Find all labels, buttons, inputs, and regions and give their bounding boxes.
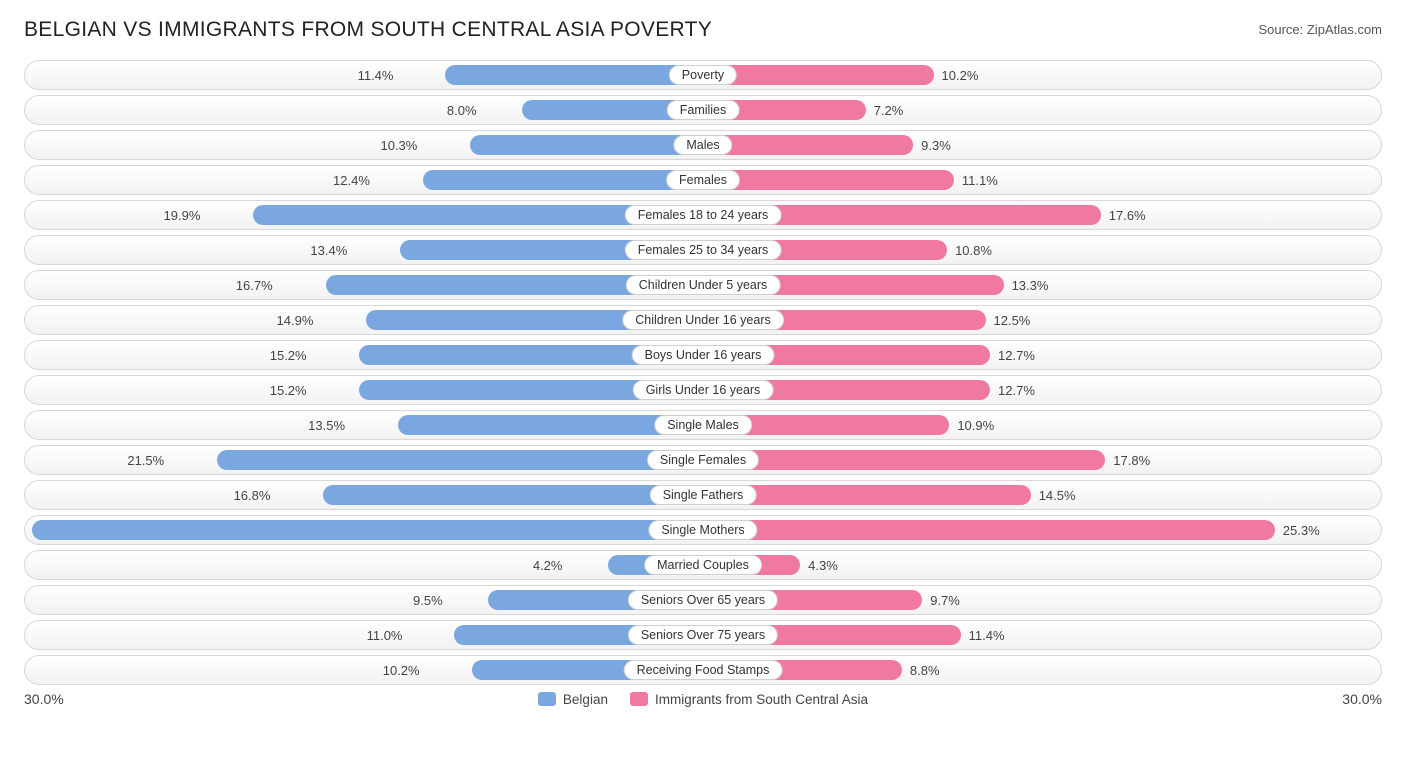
- axis-left-max: 30.0%: [24, 691, 64, 707]
- bar-right-value: 17.6%: [1101, 201, 1146, 229]
- category-label: Families: [667, 100, 740, 120]
- chart-row: 29.7%25.3%Single Mothers: [24, 515, 1382, 545]
- bar-right-value: 12.7%: [990, 341, 1035, 369]
- category-label: Boys Under 16 years: [632, 345, 775, 365]
- axis-right-max: 30.0%: [1342, 691, 1382, 707]
- category-label: Females 18 to 24 years: [625, 205, 782, 225]
- bar-right-value: 9.7%: [922, 586, 960, 614]
- chart-row: 10.3% 9.3% Males: [24, 130, 1382, 160]
- legend-item-left: Belgian: [538, 692, 608, 707]
- bar-left-value: 10.2%: [383, 656, 428, 684]
- category-label: Females 25 to 34 years: [625, 240, 782, 260]
- bar-right-value: 10.9%: [949, 411, 994, 439]
- bar-left-value: 16.7%: [236, 271, 281, 299]
- bar-left-value: 16.8%: [234, 481, 279, 509]
- chart-row: 4.2% 4.3% Married Couples: [24, 550, 1382, 580]
- bar-left: [445, 65, 703, 85]
- bar-left: [32, 520, 703, 540]
- chart-row: 9.5% 9.7% Seniors Over 65 years: [24, 585, 1382, 615]
- bar-left-value: 15.2%: [270, 341, 315, 369]
- bar-left-value: 13.5%: [308, 411, 353, 439]
- category-label: Females: [666, 170, 740, 190]
- chart-row: 15.2% 12.7% Girls Under 16 years: [24, 375, 1382, 405]
- bar-left-value: 14.9%: [277, 306, 322, 334]
- chart-row: 16.8% 14.5% Single Fathers: [24, 480, 1382, 510]
- category-label: Seniors Over 75 years: [628, 625, 778, 645]
- chart-row: 15.2% 12.7% Boys Under 16 years: [24, 340, 1382, 370]
- bar-right: [703, 65, 934, 85]
- legend-label-right: Immigrants from South Central Asia: [655, 692, 868, 707]
- bar-left-value: 9.5%: [413, 586, 451, 614]
- diverging-bar-chart: 11.4% 10.2% Poverty 8.0% 7.2% Families 10.3% 9.…: [24, 60, 1382, 685]
- chart-row: 14.9% 12.5% Children Under 16 years: [24, 305, 1382, 335]
- category-label: Single Males: [654, 415, 752, 435]
- chart-row: 13.4% 10.8% Females 25 to 34 years: [24, 235, 1382, 265]
- bar-left-value: 10.3%: [380, 131, 425, 159]
- category-label: Children Under 16 years: [622, 310, 784, 330]
- bar-left-value: 19.9%: [164, 201, 209, 229]
- bar-left-value: 4.2%: [533, 551, 571, 579]
- category-label: Seniors Over 65 years: [628, 590, 778, 610]
- legend-swatch-left: [538, 692, 556, 706]
- bar-left-value: 12.4%: [333, 166, 378, 194]
- chart-row: 11.0% 11.4% Seniors Over 75 years: [24, 620, 1382, 650]
- chart-row: 11.4% 10.2% Poverty: [24, 60, 1382, 90]
- bar-left-value: 21.5%: [127, 446, 172, 474]
- category-label: Poverty: [669, 65, 737, 85]
- chart-row: 10.2% 8.8% Receiving Food Stamps: [24, 655, 1382, 685]
- bar-right: [703, 450, 1105, 470]
- legend-label-left: Belgian: [563, 692, 608, 707]
- bar-right-value: 11.1%: [954, 166, 998, 194]
- chart-row: 21.5% 17.8% Single Females: [24, 445, 1382, 475]
- legend: Belgian Immigrants from South Central As…: [538, 692, 868, 707]
- category-label: Males: [673, 135, 732, 155]
- bar-right-value: 9.3%: [913, 131, 951, 159]
- chart-row: 8.0% 7.2% Families: [24, 95, 1382, 125]
- bar-right-value: 13.3%: [1004, 271, 1049, 299]
- bar-left: [217, 450, 703, 470]
- bar-right-value: 25.3%: [1275, 516, 1320, 544]
- category-label: Girls Under 16 years: [633, 380, 774, 400]
- bar-right-value: 4.3%: [800, 551, 838, 579]
- bar-right-value: 10.2%: [934, 61, 979, 89]
- chart-row: 19.9% 17.6% Females 18 to 24 years: [24, 200, 1382, 230]
- source-attribution: Source: ZipAtlas.com: [1258, 22, 1382, 37]
- legend-item-right: Immigrants from South Central Asia: [630, 692, 868, 707]
- chart-row: 12.4% 11.1% Females: [24, 165, 1382, 195]
- bar-left: [323, 485, 703, 505]
- bar-right-value: 17.8%: [1105, 446, 1150, 474]
- bar-right-value: 14.5%: [1031, 481, 1076, 509]
- bar-left-value: 15.2%: [270, 376, 315, 404]
- bar-right-value: 8.8%: [902, 656, 940, 684]
- bar-right-value: 12.5%: [986, 306, 1031, 334]
- chart-row: 13.5% 10.9% Single Males: [24, 410, 1382, 440]
- bar-right: [703, 135, 913, 155]
- bar-right-value: 7.2%: [866, 96, 904, 124]
- bar-right-value: 10.8%: [947, 236, 992, 264]
- category-label: Receiving Food Stamps: [624, 660, 783, 680]
- category-label: Single Mothers: [648, 520, 757, 540]
- bar-left: [423, 170, 703, 190]
- bar-left: [470, 135, 703, 155]
- bar-left-value: 11.4%: [358, 61, 402, 89]
- bar-left-value: 11.0%: [367, 621, 411, 649]
- category-label: Children Under 5 years: [626, 275, 781, 295]
- category-label: Single Fathers: [650, 485, 757, 505]
- bar-right: [703, 520, 1275, 540]
- chart-row: 16.7% 13.3% Children Under 5 years: [24, 270, 1382, 300]
- category-label: Single Females: [647, 450, 759, 470]
- bar-left-value: 8.0%: [447, 96, 485, 124]
- bar-right-value: 11.4%: [961, 621, 1005, 649]
- bar-left-value: 13.4%: [310, 236, 355, 264]
- chart-title: BELGIAN VS IMMIGRANTS FROM SOUTH CENTRAL…: [24, 18, 712, 42]
- legend-swatch-right: [630, 692, 648, 706]
- bar-right-value: 12.7%: [990, 376, 1035, 404]
- bar-right: [703, 170, 954, 190]
- category-label: Married Couples: [644, 555, 762, 575]
